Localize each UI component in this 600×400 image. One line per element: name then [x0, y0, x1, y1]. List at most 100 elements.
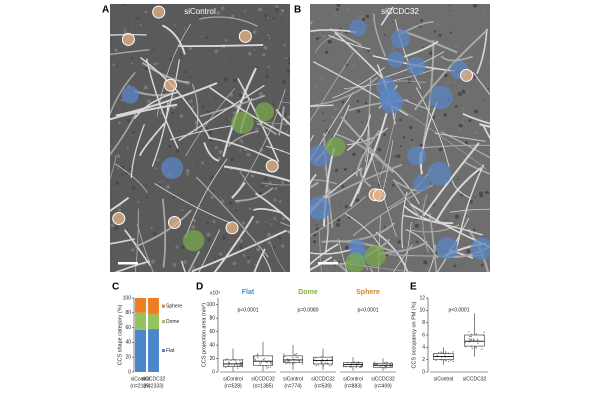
grain [482, 12, 486, 15]
fiber [310, 243, 339, 266]
fiber [463, 160, 490, 175]
grain [454, 214, 460, 219]
fiber [187, 250, 201, 272]
fiber [234, 187, 274, 202]
fiber [413, 30, 488, 111]
grain [391, 21, 394, 23]
grain [479, 193, 484, 198]
grain [457, 91, 462, 96]
grain [281, 217, 285, 221]
grain [356, 109, 361, 113]
grain [110, 249, 112, 252]
grain [112, 63, 115, 66]
x-tick-label: siCCDC32 [251, 376, 275, 382]
grain [454, 264, 457, 267]
grain [340, 218, 343, 221]
jitter-dot [262, 358, 264, 361]
grain [211, 265, 214, 268]
fiber [110, 49, 150, 56]
coated-structure [390, 29, 411, 49]
grain [200, 35, 203, 38]
grain [263, 176, 268, 182]
grain [284, 180, 288, 184]
grain [344, 204, 348, 208]
grain [188, 46, 192, 51]
box [223, 359, 243, 367]
fiber [310, 104, 334, 107]
grain [281, 18, 283, 20]
grain [158, 181, 161, 183]
fiber [454, 164, 485, 255]
jitter-dot [435, 359, 437, 362]
fiber [328, 34, 371, 50]
grain [126, 146, 129, 150]
bar-segment [135, 329, 146, 372]
jitter-dot [324, 362, 326, 364]
grain [234, 78, 238, 82]
grain [386, 254, 389, 257]
grain [326, 13, 329, 16]
grain [214, 145, 219, 150]
scale-bar [318, 262, 338, 265]
grain [391, 120, 394, 123]
grain [388, 235, 391, 238]
fiber [434, 132, 486, 142]
grain [320, 77, 324, 81]
grain [129, 49, 132, 51]
grain [142, 145, 145, 147]
grain [207, 237, 212, 242]
y-tick-label: 40 [209, 342, 215, 348]
jitter-dot [301, 363, 304, 365]
jitter-dot [470, 339, 473, 341]
fiber [139, 122, 166, 157]
grain [411, 138, 414, 142]
coated-structure [121, 86, 140, 104]
grain [110, 199, 112, 202]
coated-structure [364, 245, 386, 267]
fiber [185, 87, 236, 157]
p-value: p<0.0001 [238, 307, 259, 313]
fiber [199, 16, 258, 27]
grain [373, 178, 377, 183]
fiber [378, 216, 381, 272]
grain [274, 186, 278, 191]
grain [273, 198, 277, 202]
grain [137, 200, 140, 204]
grain [190, 11, 194, 15]
jitter-dot [260, 361, 263, 364]
grain [220, 6, 225, 11]
grain [152, 47, 156, 50]
grain [253, 49, 256, 51]
jitter-dot [437, 351, 440, 354]
grain [218, 149, 223, 154]
coated-structure [152, 5, 166, 19]
grain [120, 173, 124, 176]
grain [432, 203, 436, 206]
jitter-dot [234, 360, 237, 362]
group-title: Flat [242, 289, 255, 296]
grain [139, 23, 142, 26]
grain [267, 240, 272, 245]
jitter-dot [298, 360, 300, 362]
fiber [278, 106, 285, 136]
fiber [270, 242, 286, 272]
grain [172, 195, 175, 199]
jitter-dot [384, 367, 387, 369]
grain [438, 33, 442, 37]
x-tick-note: (n=1385) [253, 383, 273, 389]
grain [274, 7, 279, 12]
fiber [110, 155, 117, 180]
coated-structure [349, 19, 367, 37]
grain [406, 211, 409, 214]
grain [473, 228, 476, 231]
grain [421, 197, 425, 201]
grain [184, 70, 187, 74]
grain [334, 168, 339, 172]
jitter-dot [440, 351, 442, 353]
grain [452, 80, 456, 84]
grain [480, 263, 484, 267]
grain [328, 187, 330, 189]
grain [110, 143, 111, 145]
grain [380, 118, 382, 121]
